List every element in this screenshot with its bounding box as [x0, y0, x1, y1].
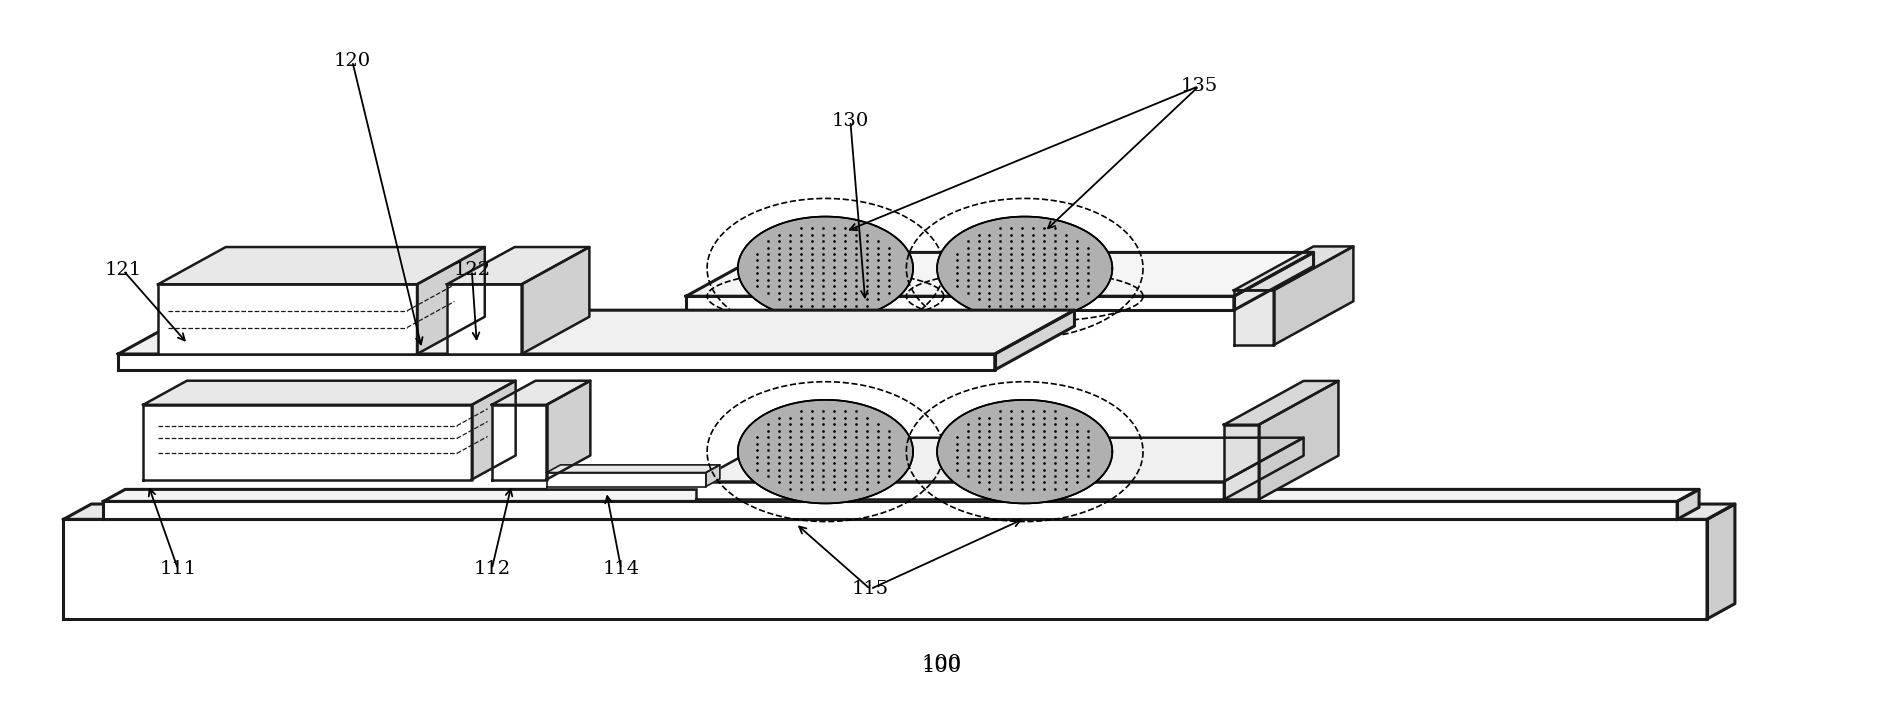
Polygon shape: [521, 247, 589, 354]
Polygon shape: [119, 354, 996, 370]
Text: 120: 120: [333, 52, 371, 70]
Text: 122: 122: [454, 261, 491, 280]
Polygon shape: [706, 465, 719, 487]
Polygon shape: [472, 381, 516, 480]
Polygon shape: [64, 519, 1707, 619]
Text: 135: 135: [1180, 77, 1218, 95]
Polygon shape: [104, 501, 1677, 519]
Ellipse shape: [738, 400, 913, 503]
Polygon shape: [1223, 381, 1338, 424]
Polygon shape: [64, 504, 1735, 519]
Polygon shape: [1274, 247, 1353, 345]
Polygon shape: [1223, 437, 1304, 500]
Ellipse shape: [738, 217, 913, 320]
Polygon shape: [104, 490, 1699, 501]
Polygon shape: [696, 482, 1223, 500]
Polygon shape: [418, 247, 486, 354]
Polygon shape: [143, 405, 472, 480]
Ellipse shape: [937, 217, 1112, 320]
Text: 121: 121: [105, 261, 141, 280]
Polygon shape: [546, 473, 706, 487]
Polygon shape: [1707, 504, 1735, 619]
Polygon shape: [1235, 247, 1353, 290]
Polygon shape: [158, 247, 486, 284]
Text: 114: 114: [602, 560, 640, 578]
Polygon shape: [546, 465, 719, 473]
Polygon shape: [546, 381, 591, 480]
Polygon shape: [1677, 490, 1699, 519]
Polygon shape: [1235, 252, 1314, 310]
Polygon shape: [696, 437, 1304, 482]
Polygon shape: [491, 405, 546, 480]
Text: 100: 100: [920, 657, 962, 676]
Text: 111: 111: [160, 560, 196, 578]
Polygon shape: [446, 284, 521, 354]
Polygon shape: [491, 381, 591, 405]
Text: 112: 112: [472, 560, 510, 578]
Text: 130: 130: [832, 112, 869, 130]
Polygon shape: [158, 284, 418, 354]
Polygon shape: [1223, 424, 1259, 500]
Polygon shape: [119, 310, 1075, 354]
Polygon shape: [1259, 381, 1338, 500]
Polygon shape: [996, 310, 1075, 370]
Polygon shape: [687, 252, 1314, 296]
Polygon shape: [143, 381, 516, 405]
Text: 100: 100: [920, 655, 962, 673]
Ellipse shape: [937, 400, 1112, 503]
Polygon shape: [446, 247, 589, 284]
Text: 115: 115: [853, 580, 888, 598]
Polygon shape: [687, 296, 1235, 310]
Polygon shape: [1235, 290, 1274, 345]
